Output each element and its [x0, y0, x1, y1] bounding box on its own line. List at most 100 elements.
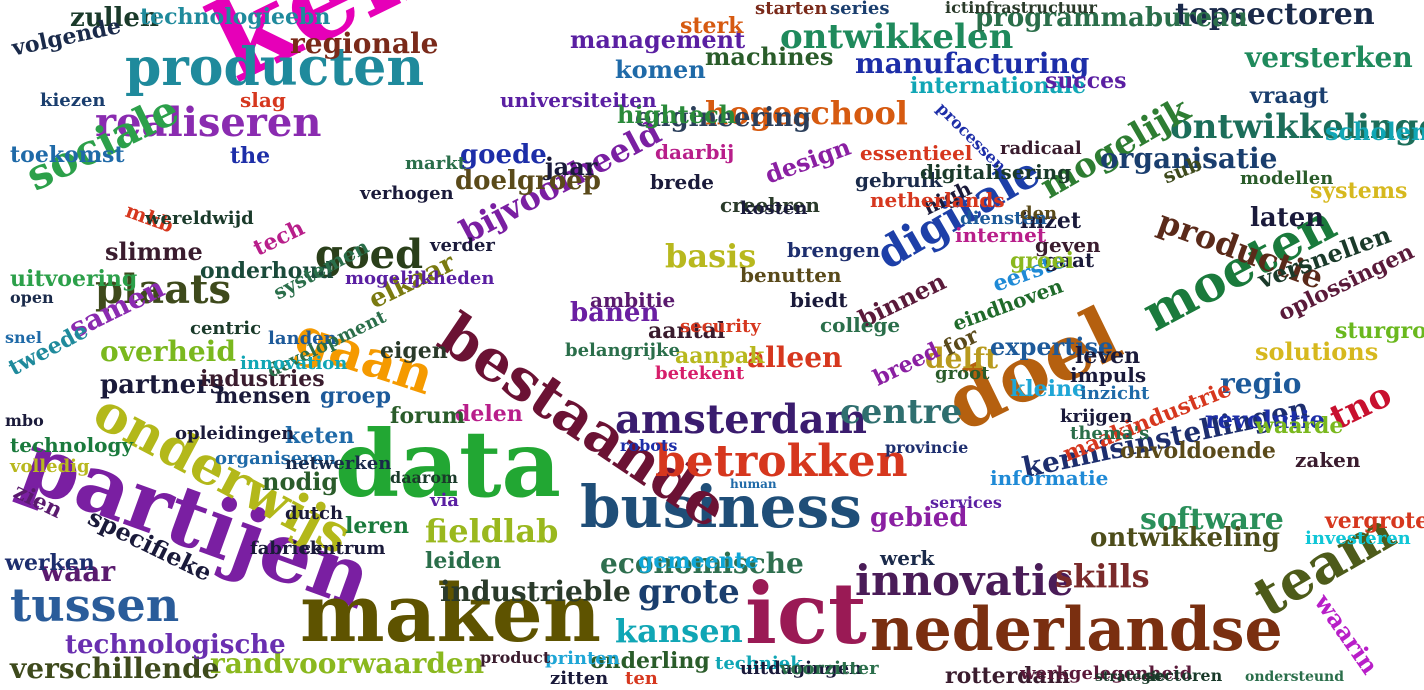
cloud-word: gebruik [855, 168, 943, 192]
cloud-word: hogeschool [705, 94, 908, 132]
cloud-word: centric [190, 318, 262, 339]
cloud-word: succes [1045, 68, 1127, 94]
cloud-word: producten [125, 37, 425, 98]
cloud-word: technologieebn [140, 4, 331, 30]
cloud-word: design [760, 131, 855, 190]
cloud-word: strategie [1095, 669, 1166, 685]
cloud-word: digitalisering [920, 160, 1072, 184]
cloud-word: vraagt [1250, 83, 1329, 109]
cloud-word: industries [200, 366, 325, 392]
cloud-word: aantal [648, 318, 726, 344]
cloud-word: gebied [870, 503, 968, 533]
cloud-word: organiseren [215, 448, 337, 469]
cloud-word: business [580, 473, 862, 541]
cloud-word: engineering [635, 103, 812, 133]
cloud-word: eigen [380, 338, 448, 364]
cloud-word: printen [545, 648, 620, 669]
cloud-word: sterk [680, 13, 744, 39]
cloud-word: internationale [910, 73, 1087, 99]
cloud-word: maken [300, 566, 601, 660]
cloud-word: overheid [100, 335, 236, 368]
cloud-word: waar [40, 555, 116, 588]
cloud-word: inzicht [1080, 383, 1150, 404]
cloud-word: versterken [1245, 41, 1413, 74]
cloud-word: verhogen [360, 183, 454, 204]
cloud-word: solutions [1255, 337, 1379, 366]
cloud-word: snel [5, 328, 42, 347]
cloud-word: groei [1010, 248, 1075, 274]
cloud-word: delen [455, 401, 523, 427]
cloud-word: internet [955, 223, 1047, 247]
cloud-word: geven [1035, 233, 1101, 257]
cloud-word: markt [405, 153, 466, 174]
cloud-word: data [335, 410, 562, 518]
cloud-word: systems [1310, 178, 1408, 204]
cloud-word: banen [570, 298, 660, 328]
cloud-word: thema's [1070, 423, 1150, 444]
cloud-word: waarde [1255, 413, 1344, 439]
cloud-word: werk [880, 546, 935, 570]
cloud-word: betrokken [655, 436, 908, 487]
cloud-word: zullen [70, 3, 159, 33]
cloud-word: opleidingen [175, 423, 295, 444]
cloud-word: tussen [10, 578, 180, 632]
cloud-word: ontwikkeling [1090, 523, 1280, 553]
cloud-word: centre [840, 392, 963, 432]
cloud-word: brede [650, 170, 714, 194]
cloud-word: krijgen [1060, 406, 1133, 427]
cloud-word: benutten [740, 263, 842, 287]
cloud-word: slag [240, 88, 286, 112]
cloud-word: ict [745, 564, 867, 663]
cloud-word: verschillende [10, 652, 220, 685]
cloud-word: randvoorwaarden [210, 647, 485, 680]
cloud-word: investeren [1305, 528, 1411, 549]
cloud-word: tech [249, 214, 309, 262]
cloud-word: ondersteund [1245, 669, 1344, 685]
cloud-word: kansen [615, 612, 743, 650]
cloud-word: goed [315, 231, 424, 278]
cloud-word: waarin [1308, 588, 1385, 680]
cloud-word: belangrijke [565, 340, 680, 361]
cloud-word: landen [268, 328, 337, 349]
cloud-word: ictinfrastructuur [945, 0, 1097, 17]
cloud-word: doelgroep [455, 166, 601, 196]
cloud-word: uitvoering [10, 266, 138, 292]
cloud-word: zitten [550, 668, 609, 689]
cloud-word: informatie [990, 466, 1109, 490]
cloud-word: rotterdam [945, 663, 1071, 689]
cloud-word: fieldlab [425, 512, 559, 550]
cloud-word: basis [665, 237, 757, 275]
cloud-word: daarbij [655, 140, 735, 164]
cloud-word: mogelijkheden [345, 268, 495, 289]
cloud-word: groot [935, 363, 990, 384]
cloud-word: netherlands [870, 188, 1005, 212]
cloud-word: gaat [1045, 248, 1095, 272]
cloud-word: groep [320, 383, 392, 409]
cloud-word: partners [100, 370, 225, 400]
cloud-word: regio [1220, 367, 1302, 400]
cloud-word: product [480, 648, 551, 667]
cloud-word: machines [705, 42, 834, 71]
cloud-word: fabriek [250, 538, 323, 559]
cloud-word: robots [620, 436, 678, 455]
cloud-word: sturgroep [1335, 318, 1424, 344]
cloud-word: betekent [655, 363, 745, 384]
cloud-word: hightech [617, 100, 737, 129]
cloud-word: centrum [300, 538, 386, 559]
cloud-word: open [10, 288, 54, 307]
cloud-word: volgende [9, 13, 124, 62]
cloud-word: scholen [1325, 117, 1424, 146]
cloud-word: leren [345, 513, 409, 539]
cloud-word: kiezen [40, 90, 106, 111]
cloud-word: komen [615, 55, 706, 84]
cloud-word: onvoldoende [1120, 438, 1276, 464]
cloud-word: universiteiten [500, 88, 657, 112]
cloud-word: series [830, 0, 890, 19]
cloud-word: security [680, 316, 761, 337]
cloud-word: brengen [787, 238, 881, 262]
cloud-word: vergroten [1325, 508, 1424, 534]
cloud-word: provincie [885, 438, 969, 457]
cloud-word: innovatie [855, 556, 1074, 605]
cloud-word: programmabureau [975, 3, 1248, 33]
